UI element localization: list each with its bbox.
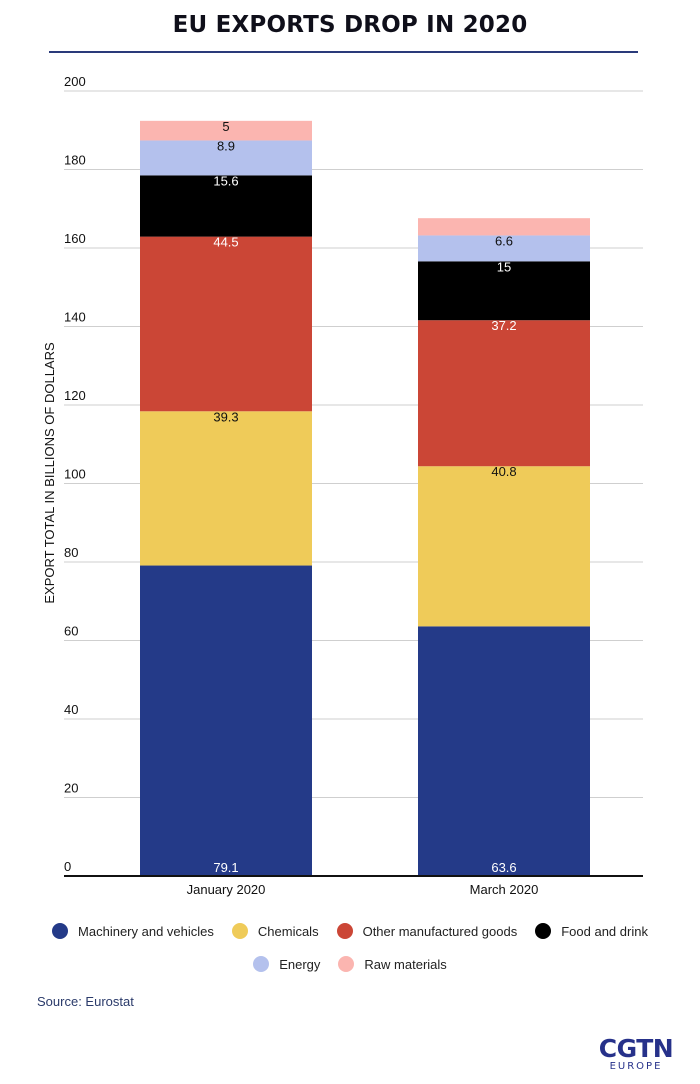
logo-main-text: CGTN (598, 1034, 674, 1063)
legend-label: Raw materials (364, 956, 447, 972)
bar-segment (140, 565, 312, 876)
title-underline (49, 51, 638, 53)
legend-swatch (535, 923, 552, 939)
legend-swatch (338, 956, 355, 972)
y-tick-label: 80 (64, 545, 78, 560)
data-label: 39.3 (213, 409, 238, 424)
data-label: 63.6 (491, 860, 516, 875)
data-label: 44.5 (213, 235, 238, 250)
y-tick-label: 60 (64, 624, 78, 639)
bar-segment (140, 120, 312, 141)
legend-label: Machinery and vehicles (78, 923, 214, 939)
legend-item: Raw materials (338, 956, 447, 972)
y-axis-label: EXPORT TOTAL IN BILLIONS OF DOLLARS (42, 342, 57, 604)
bar-segment (140, 140, 312, 176)
y-tick-label: 100 (64, 467, 86, 482)
legend-row-1: Machinery and vehicles Chemicals Other man… (0, 923, 700, 939)
data-label: 37.2 (491, 318, 516, 333)
bars (140, 120, 590, 876)
data-label: 8.9 (217, 138, 235, 153)
y-tick-label: 200 (64, 74, 86, 89)
logo-sub-text: EUROPE (609, 1061, 663, 1072)
chart-title: EU EXPORTS DROP IN 2020 (172, 12, 528, 38)
cgtn-europe-logo: CGTN EUROPE (598, 1036, 674, 1073)
data-label: 15 (497, 259, 511, 274)
legend-item: Machinery and vehicles (52, 923, 214, 939)
legend-label: Other manufactured goods (362, 923, 518, 939)
legend-label: Chemicals (257, 923, 319, 939)
legend-row-2: Energy Raw materials (0, 956, 700, 972)
y-tick-label: 120 (64, 388, 86, 403)
bar-segment (418, 218, 590, 236)
data-label: 5 (222, 119, 229, 134)
bar-segment (140, 236, 312, 412)
bar-segment (140, 411, 312, 566)
y-tick-label: 180 (64, 153, 86, 168)
legend-item: Chemicals (231, 923, 319, 939)
bar-segment (418, 261, 590, 321)
data-label: 15.6 (213, 173, 238, 188)
x-axis-ticks: January 2020 March 2020 (187, 882, 539, 897)
y-tick-label: 40 (64, 702, 78, 717)
data-label: 6.6 (495, 233, 513, 248)
x-tick-label: January 2020 (187, 882, 266, 897)
y-axis-ticks: 0 20 40 60 80 100 120 140 160 180 200 (64, 74, 86, 874)
stacked-bar-chart: 0 20 40 60 80 100 120 140 160 180 200 79.1 39.3 44.5… (42, 74, 643, 897)
y-tick-label: 0 (64, 859, 71, 874)
legend-item: Other manufactured goods (336, 923, 518, 939)
legend-swatch (336, 923, 353, 939)
source-note: Source: Eurostat (37, 994, 134, 1009)
legend-label: Food and drink (561, 923, 648, 939)
legend-swatch (253, 956, 270, 972)
bar-segment (418, 320, 590, 467)
legend-item: Food and drink (535, 923, 648, 939)
x-tick-label: March 2020 (470, 882, 539, 897)
data-label: 40.8 (491, 464, 516, 479)
legend-swatch (231, 923, 248, 939)
data-label: 79.1 (213, 860, 238, 875)
y-tick-label: 20 (64, 781, 78, 796)
y-tick-label: 140 (64, 310, 86, 325)
data-labels: 79.1 39.3 44.5 15.6 8.9 5 63.6 40.8 37.2 15 6.6 (213, 119, 516, 875)
bar-segment (418, 235, 590, 262)
bar-segment (140, 175, 312, 237)
bar-segment (418, 466, 590, 627)
legend-label: Energy (279, 956, 321, 972)
bar-segment (418, 626, 590, 876)
legend-swatch (52, 923, 69, 939)
y-tick-label: 160 (64, 231, 86, 246)
legend-item: Energy (253, 956, 320, 972)
